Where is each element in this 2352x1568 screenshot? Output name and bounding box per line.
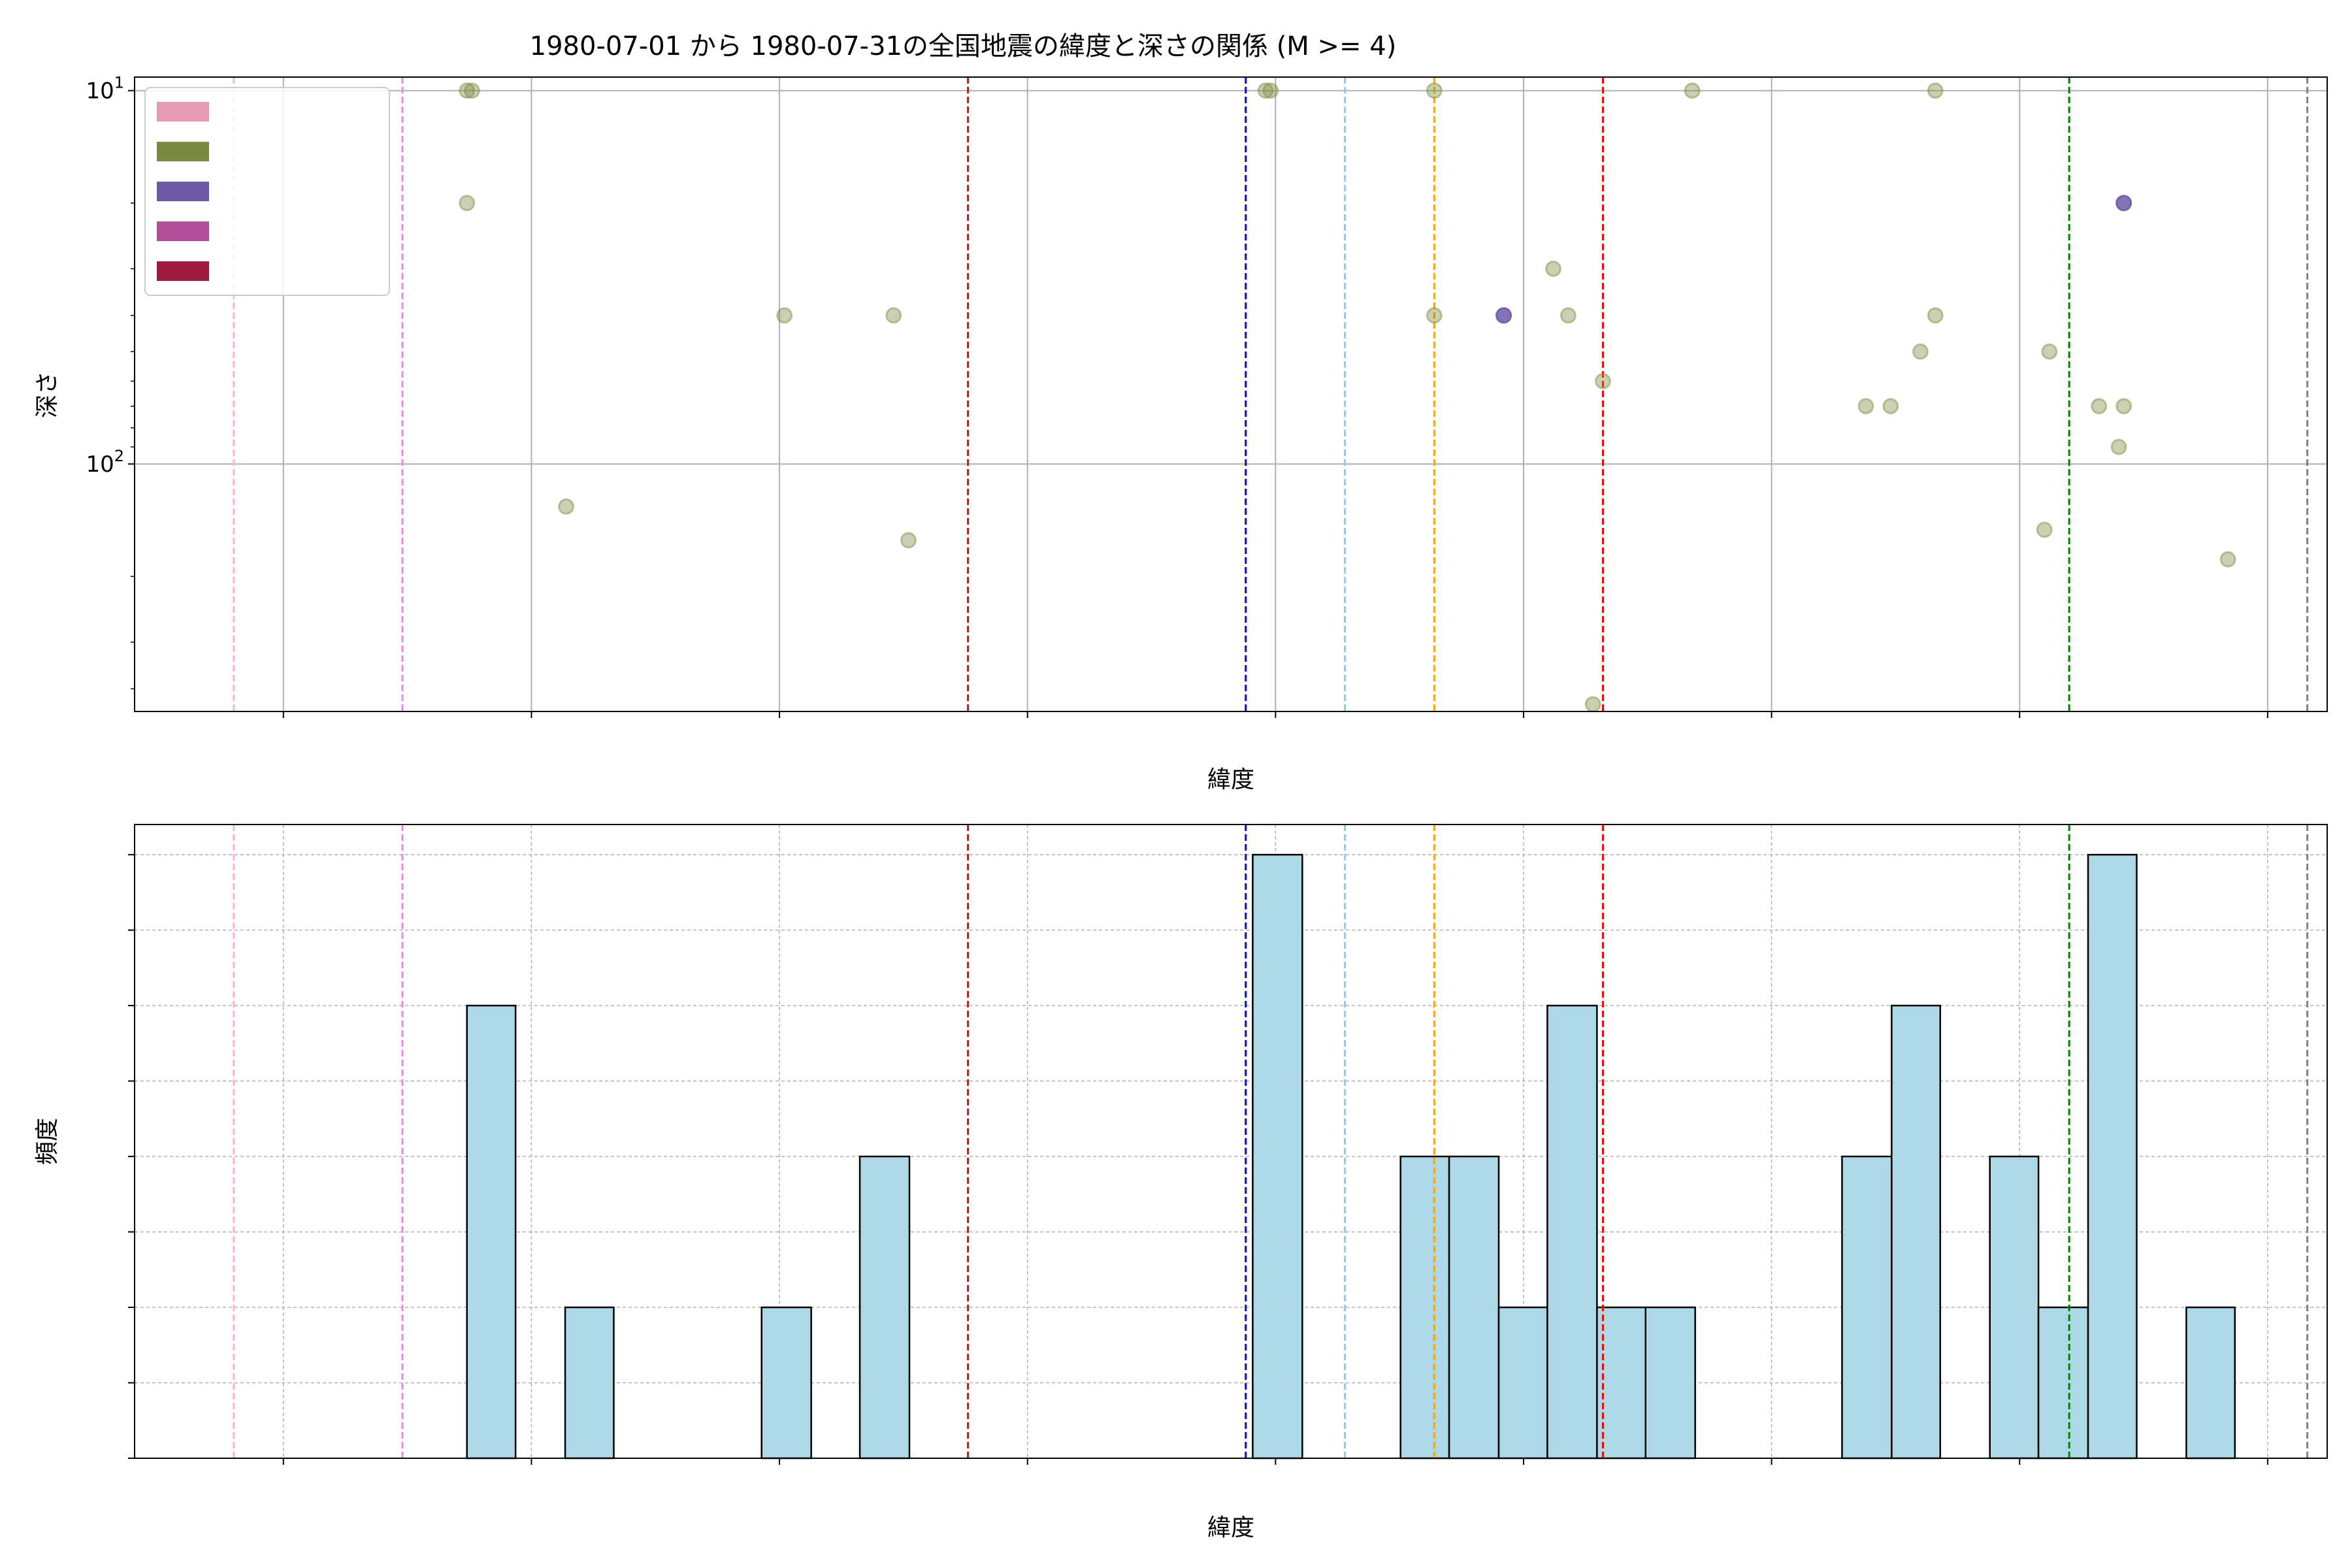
scatter-y-tick-base: 10 [86, 451, 114, 478]
scatter-y-tick-label: 101 [86, 74, 124, 105]
scatter-point [2115, 195, 2132, 212]
scatter-point [2091, 398, 2108, 415]
scatter-point [1545, 260, 1562, 277]
legend-swatch [157, 221, 209, 241]
scatter-point [2219, 551, 2236, 568]
legend-box [144, 87, 390, 296]
legend-swatch [157, 261, 209, 281]
scatter-y-axis-label: 深さ [34, 371, 61, 418]
histogram-bar [1841, 1155, 1893, 1460]
scatter-x-axis-label: 緯度 [1207, 766, 1254, 793]
scatter-point [1560, 307, 1576, 324]
scatter-point [459, 195, 476, 212]
scatter-point [1426, 307, 1443, 324]
histogram-bar [1399, 1155, 1450, 1460]
scatter-point [1927, 307, 1944, 324]
scatter-y-tick-label: 102 [86, 447, 124, 478]
scatter-point [776, 307, 793, 324]
scatter-point [885, 307, 902, 324]
histogram-bar [858, 1155, 911, 1460]
histogram-bar [1546, 1004, 1598, 1460]
scatter-plot-frame [134, 76, 2328, 712]
scatter-point [1594, 372, 1611, 389]
histogram-bar [760, 1306, 812, 1460]
histogram-bar [2087, 853, 2138, 1460]
histogram-bar [1989, 1155, 2040, 1460]
legend-swatch [157, 182, 209, 201]
legend [144, 87, 390, 296]
scatter-y-tick-exponent: 2 [114, 447, 124, 465]
scatter-point [2110, 438, 2127, 455]
scatter-point [1257, 82, 1274, 99]
histogram-bar [466, 1004, 517, 1460]
scatter-y-tick-base: 10 [86, 78, 114, 105]
legend-swatch [157, 142, 209, 161]
histogram-bar [564, 1306, 615, 1460]
histogram-y-axis-label: 頻度 [34, 1118, 61, 1165]
scatter-point [2036, 521, 2053, 538]
scatter-point [1426, 82, 1443, 99]
chart-title: 1980-07-01 から 1980-07-31の全国地震の緯度と深さの関係 (… [530, 31, 1397, 61]
scatter-point [459, 82, 476, 99]
histogram-panel: 緯度 頻度 [34, 824, 2328, 1541]
scatter-point [1584, 696, 1601, 713]
histogram-plot-frame [134, 824, 2328, 1459]
histogram-bar [1252, 853, 1303, 1460]
scatter-y-tick-exponent: 1 [114, 74, 124, 92]
scatter-point [1495, 307, 1512, 324]
histogram-bar [2185, 1306, 2236, 1460]
scatter-point [1684, 82, 1701, 99]
histogram-bar [1644, 1306, 1696, 1460]
scatter-point [463, 82, 480, 99]
legend-swatch [157, 102, 209, 122]
histogram-bar [1891, 1004, 1942, 1460]
histogram-bar [1448, 1155, 1500, 1460]
scatter-point [900, 532, 917, 549]
scatter-point [2041, 343, 2058, 360]
scatter-point [1912, 343, 1929, 360]
scatter-point [558, 498, 575, 515]
histogram-bar [2037, 1306, 2089, 1460]
histogram-bar [1596, 1306, 1647, 1460]
scatter-point [2115, 398, 2132, 415]
scatter-point [1927, 82, 1944, 99]
histogram-bar [1497, 1306, 1548, 1460]
scatter-point [1857, 398, 1874, 415]
scatter-point [1262, 82, 1279, 99]
histogram-x-axis-label: 緯度 [1207, 1514, 1254, 1541]
scatter-point [1882, 398, 1899, 415]
